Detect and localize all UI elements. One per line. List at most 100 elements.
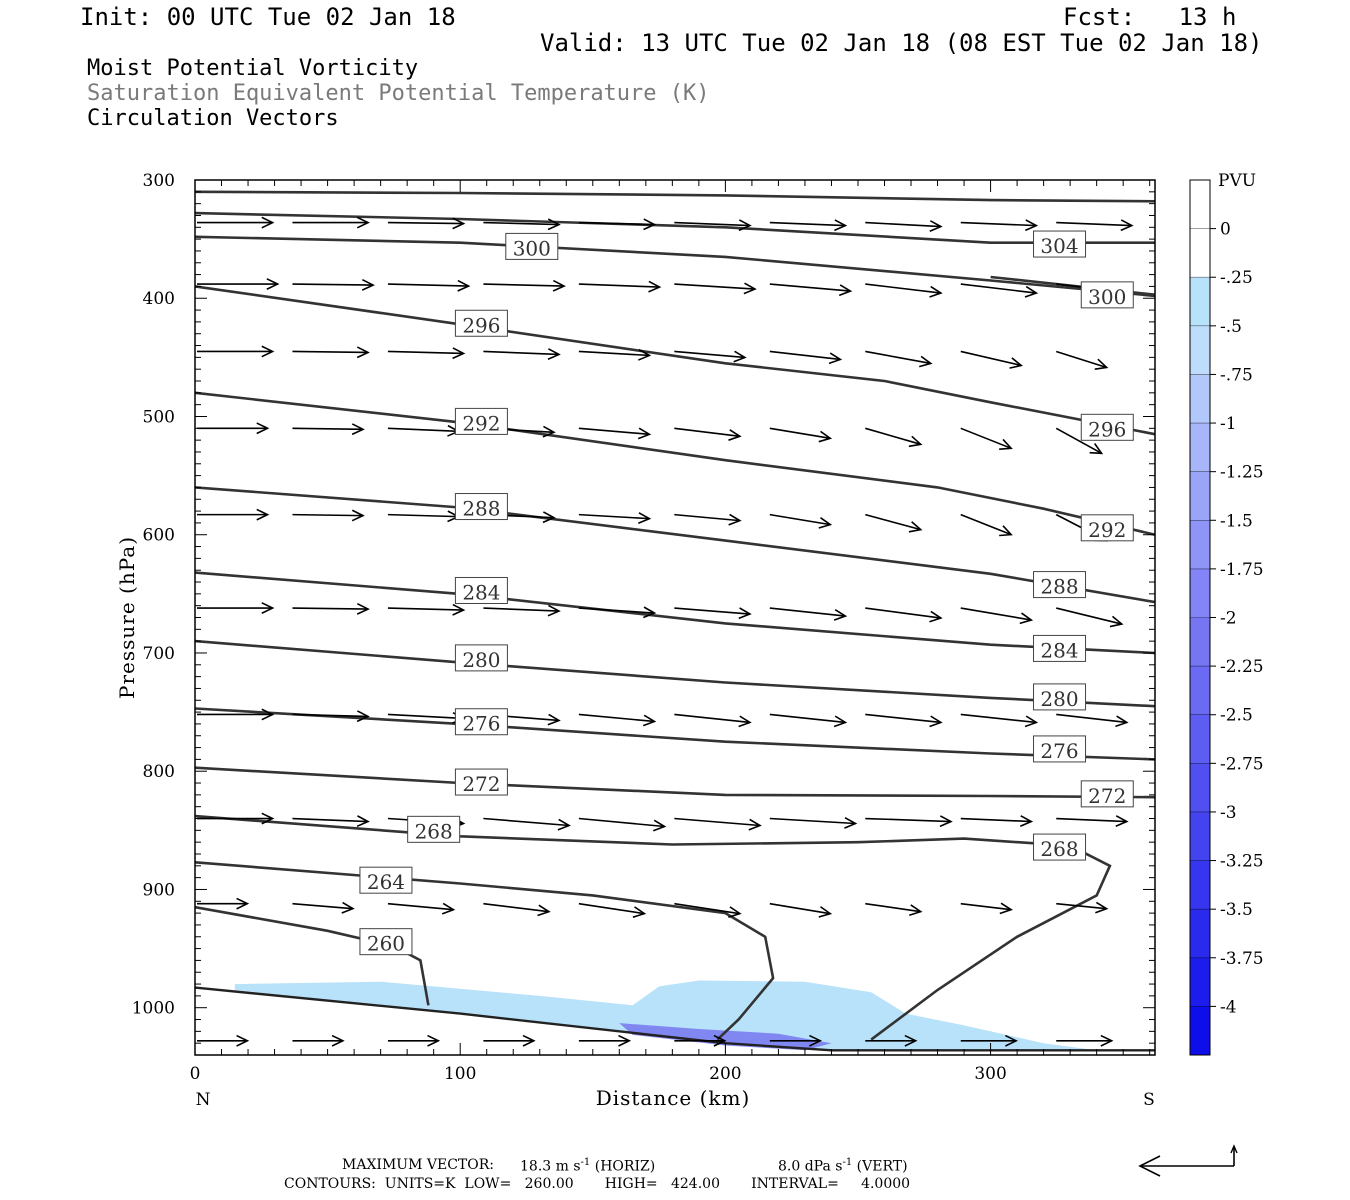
vector-arrowhead	[828, 352, 843, 365]
circulation-vector	[578, 902, 645, 915]
circulation-vector	[387, 607, 464, 611]
theta-e-contour-280-8	[195, 639, 1155, 708]
contour-label-box	[454, 407, 508, 435]
field-title-mpv: Moist Potential Vorticity	[87, 56, 419, 81]
vector-arrowhead	[522, 1034, 536, 1047]
circulation-vector	[960, 713, 1037, 724]
theta-e-contour-272-10	[195, 766, 1155, 799]
y-tick-label: 400	[143, 289, 175, 309]
colorbar-label: -3.25	[1220, 852, 1264, 872]
x-end-label-s: S	[1143, 1090, 1155, 1110]
vector-arrowhead	[999, 438, 1013, 450]
max-horiz-value: 18.3 m s-1 (HORIZ)	[520, 1157, 656, 1175]
circulation-vector	[960, 513, 1012, 536]
vector-arrowhead	[261, 345, 275, 358]
colorbar-segment	[1190, 860, 1210, 910]
vector-arrowhead	[441, 902, 456, 915]
vector-arrowhead	[1025, 219, 1039, 232]
circulation-vector	[960, 427, 1012, 450]
contour-label-box	[1033, 735, 1087, 763]
y-tick-label: 900	[143, 880, 175, 900]
circulation-vector	[292, 513, 364, 517]
theta-e-contour-296-4	[195, 285, 1155, 436]
circulation-vector	[960, 817, 1032, 823]
colorbar-segment	[1190, 568, 1210, 618]
theta-e-contour-304-1	[195, 211, 1155, 244]
circulation-vector	[578, 350, 650, 357]
circulation-vector	[483, 283, 565, 287]
vector-arrowhead	[1095, 901, 1109, 914]
circulation-vector	[387, 513, 459, 518]
contour-label: 276	[462, 712, 500, 736]
vector-arrowhead	[1115, 815, 1129, 828]
vector-arrowhead	[653, 819, 667, 832]
circulation-vector	[578, 427, 650, 436]
circulation-vector	[865, 817, 951, 823]
colorbar-segment	[1190, 277, 1210, 327]
circulation-vector	[674, 350, 745, 359]
circulation-vector	[483, 350, 560, 356]
circulation-vector	[387, 283, 469, 287]
contour-label: 300	[1088, 285, 1126, 309]
vector-arrowhead	[1109, 615, 1124, 628]
vector-arrowhead	[833, 715, 848, 728]
circulation-vector	[769, 427, 831, 440]
contour-label: 280	[462, 648, 500, 672]
vector-arrowhead	[929, 220, 943, 232]
vector-arrowhead	[356, 346, 370, 359]
vector-arrowhead	[1115, 715, 1129, 728]
vector-arrowhead	[643, 606, 657, 619]
circulation-vector	[387, 713, 464, 720]
vector-arrowhead	[361, 278, 375, 291]
vector-arrowhead	[427, 1034, 441, 1047]
colorbar-segment	[1190, 909, 1210, 959]
circulation-vector	[578, 713, 655, 723]
vector-arrowhead	[236, 897, 250, 910]
circulation-vector	[578, 283, 660, 288]
circulation-vector	[769, 513, 831, 526]
contour-label: 284	[1040, 638, 1078, 662]
vector-arrowhead	[818, 517, 833, 529]
colorbar-label: -1.25	[1220, 463, 1264, 483]
vector-arrowhead	[1005, 1034, 1019, 1047]
circulation-vector	[865, 902, 921, 913]
colorbar-segment	[1190, 228, 1210, 278]
x-axis-title: Distance (km)	[596, 1086, 751, 1110]
circulation-vector	[483, 902, 550, 913]
contour-label-box	[1033, 683, 1087, 711]
circulation-vector	[769, 283, 851, 292]
colorbar-label: -.5	[1220, 317, 1242, 337]
contour-label-box	[1080, 281, 1134, 309]
circulation-vector	[483, 607, 560, 612]
contour-label: 288	[1040, 575, 1078, 599]
circulation-vector	[1056, 607, 1122, 625]
vector-arrowhead	[547, 604, 561, 617]
vector-arrowhead	[643, 218, 657, 231]
colorbar-label: -2.25	[1220, 657, 1264, 677]
contours-info: CONTOURS: UNITS=K LOW= 260.00 HIGH= 424.…	[284, 1176, 911, 1192]
vector-arrowhead	[261, 216, 275, 229]
circulation-vector	[674, 902, 740, 915]
vector-arrowhead	[1120, 219, 1134, 232]
circulation-vector	[674, 607, 750, 615]
vector-arrowhead	[844, 816, 858, 829]
vector-arrowhead	[713, 1034, 727, 1047]
vector-arrowhead	[743, 282, 757, 295]
vector-arrowhead	[929, 715, 943, 728]
contour-label: 268	[415, 819, 453, 843]
vector-arrowhead	[738, 219, 752, 232]
colorbar-segment	[1190, 714, 1210, 764]
y-tick-label: 600	[143, 526, 175, 546]
circulation-vector	[674, 427, 740, 438]
contour-label-box	[505, 232, 559, 260]
contour-label-box	[1033, 634, 1087, 662]
x-tick-label: 100	[444, 1064, 476, 1084]
y-tick-label: 500	[143, 407, 175, 427]
contour-label-box	[454, 644, 508, 672]
circulation-vector	[960, 350, 1022, 367]
theta-e-contour-264-12	[195, 861, 775, 1041]
circulation-vector	[865, 607, 941, 619]
vector-arrowhead	[838, 284, 853, 297]
vector-arrowhead	[552, 279, 566, 292]
colorbar-label: -3	[1220, 803, 1237, 823]
